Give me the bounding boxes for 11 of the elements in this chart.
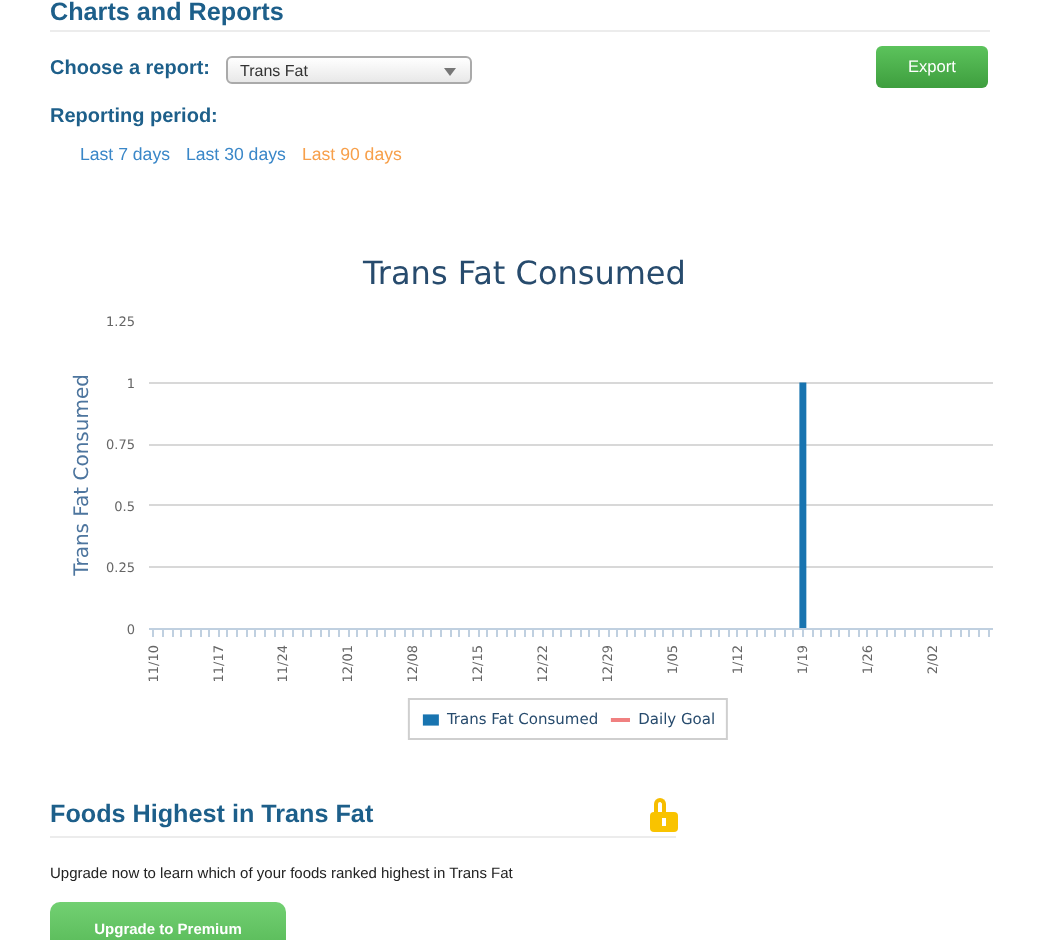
text: Last 90 days	[302, 142, 402, 166]
text: Choose a report:	[50, 56, 211, 82]
text: Foods Highest in Trans Fat	[50, 798, 374, 830]
text: Last 30 days	[186, 142, 286, 166]
text: Trans Fat	[226, 56, 472, 84]
text: Last 7 days	[80, 142, 170, 166]
text: Export	[876, 46, 988, 88]
text: Charts and Reports	[50, 0, 284, 28]
text: Reporting period:	[50, 104, 218, 130]
y-axis-title: Trans Fat Consumed	[72, 374, 95, 578]
chart-title: Trans Fat Consumed	[361, 254, 686, 292]
